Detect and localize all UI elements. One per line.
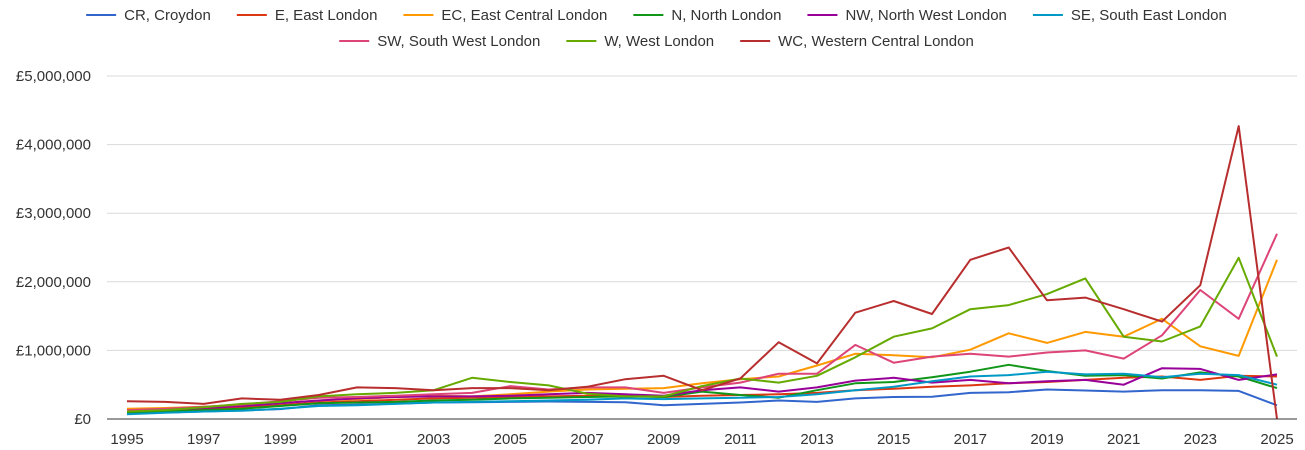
gridlines: [107, 75, 1297, 351]
y-axis: £0 £1,000,000 £2,000,000 £3,000,000 £4,000,0…: [16, 68, 91, 428]
legend-item-wc-western-central-london[interactable]: WC, Western Central London: [740, 33, 974, 50]
x-tick-label: 2019: [1030, 431, 1063, 448]
legend-label: NW, North West London: [845, 7, 1006, 24]
legend-label: CR, Croydon: [124, 7, 211, 24]
y-tick-label: £1,000,000: [16, 342, 91, 359]
x-tick-label: 2017: [954, 431, 987, 448]
y-tick-label: £5,000,000: [16, 68, 91, 85]
legend-label: N, North London: [671, 7, 781, 24]
x-tick-label: 2011: [724, 431, 756, 448]
legend-item-ec-east-central-london[interactable]: EC, East Central London: [403, 7, 607, 24]
x-tick-label: 2025: [1260, 431, 1293, 448]
y-tick-label: £3,000,000: [16, 205, 91, 222]
legend-label: EC, East Central London: [441, 7, 607, 24]
x-tick-label: 2009: [647, 431, 680, 448]
legend-item-sw-south-west-london[interactable]: SW, South West London: [339, 33, 540, 50]
y-tick-label: £0: [74, 411, 91, 428]
legend-item-se-south-east-london[interactable]: SE, South East London: [1032, 7, 1227, 24]
x-tick-label: 2015: [877, 431, 910, 448]
legend-item-nw-north-west-london[interactable]: NW, North West London: [807, 7, 1007, 24]
y-tick-label: £4,000,000: [16, 137, 91, 154]
plot-area: [126, 125, 1278, 420]
legend: CR, Croydon E, East London EC, East Centra…: [86, 7, 1227, 50]
series-line-sw-south-west-london: [126, 233, 1278, 412]
x-tick-label: 2001: [340, 431, 373, 448]
legend-label: W, West London: [604, 33, 714, 50]
legend-item-w-west-london[interactable]: W, West London: [566, 33, 714, 50]
x-axis: 1995 1997 1999 2001 2003 2005 2007 2009 2011 2013…: [110, 431, 1293, 448]
x-tick-label: 2007: [570, 431, 603, 448]
legend-label: SW, South West London: [377, 33, 540, 50]
legend-item-cr-croydon[interactable]: CR, Croydon: [86, 7, 211, 24]
x-tick-label: 2023: [1184, 431, 1217, 448]
series-line-w-west-london: [126, 256, 1278, 413]
x-tick-label: 2003: [417, 431, 450, 448]
x-tick-label: 1999: [264, 431, 297, 448]
legend-label: E, East London: [275, 7, 378, 24]
series-line-wc-western-central-london: [126, 125, 1278, 420]
x-tick-label: 2021: [1107, 431, 1140, 448]
x-tick-label: 2013: [800, 431, 833, 448]
legend-item-n-north-london[interactable]: N, North London: [633, 7, 781, 24]
legend-item-e-east-london[interactable]: E, East London: [236, 7, 378, 24]
legend-label: SE, South East London: [1071, 7, 1227, 24]
legend-label: WC, Western Central London: [778, 33, 974, 50]
x-tick-label: 2005: [494, 431, 527, 448]
x-tick-label: 1997: [187, 431, 220, 448]
x-tick-label: 1995: [110, 431, 143, 448]
series-line-n-north-london: [126, 363, 1278, 414]
series-line-se-south-east-london: [126, 370, 1278, 416]
y-tick-label: £2,000,000: [16, 274, 91, 291]
